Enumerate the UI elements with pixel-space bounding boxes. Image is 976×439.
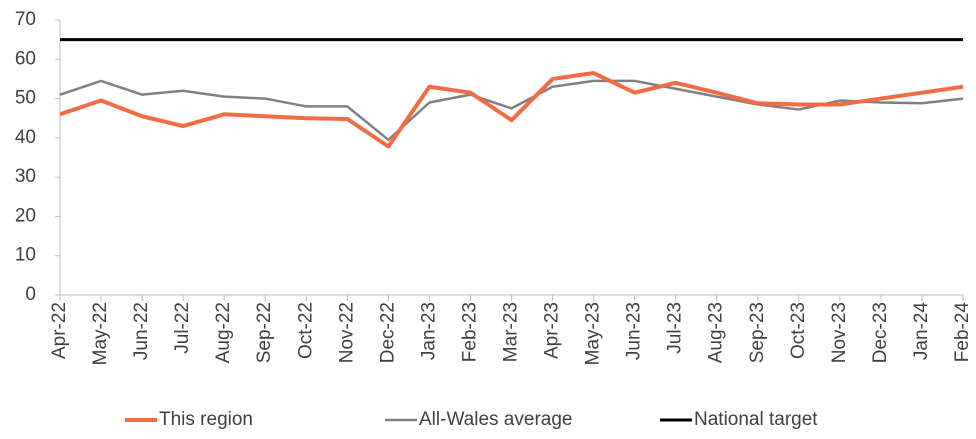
series-line	[59, 79, 964, 142]
x-tick-label: Feb-23	[459, 302, 480, 362]
x-tick-label: Apr-22	[49, 302, 70, 359]
x-tick-label: Jan-23	[418, 302, 439, 360]
y-tick-label: 0	[25, 284, 36, 305]
x-tick-label: Oct-22	[295, 302, 316, 359]
legend-label: All-Wales average	[419, 409, 572, 430]
x-tick-label: Sep-22	[254, 302, 275, 363]
y-tick-label: 60	[15, 48, 36, 69]
y-tick-label: 10	[15, 245, 36, 266]
x-tick-label: May-22	[90, 302, 111, 365]
legend-label: National target	[694, 409, 818, 430]
x-tick-label: Jul-23	[665, 302, 686, 354]
x-tick-label: Nov-23	[829, 302, 850, 363]
x-tick-label: Apr-23	[542, 302, 563, 359]
x-tick-label: Jul-22	[172, 302, 193, 354]
x-tick-label: Sep-23	[747, 302, 768, 363]
x-tick-label: Jun-22	[131, 302, 152, 360]
y-tick-label: 70	[15, 9, 36, 30]
x-tick-label: Aug-22	[213, 302, 234, 363]
y-tick-label: 30	[15, 166, 36, 187]
x-tick-label: Mar-23	[501, 302, 522, 362]
series-line	[59, 71, 964, 149]
x-tick-label: Nov-22	[336, 302, 357, 363]
x-tick-label: Dec-23	[870, 302, 891, 363]
x-tick-label: Jan-24	[911, 302, 932, 361]
legend-label: This region	[159, 409, 253, 430]
x-tick-label: Jun-23	[624, 302, 645, 360]
x-tick-label: Feb-24	[952, 302, 973, 363]
x-tick-label: May-23	[583, 302, 604, 365]
y-tick-label: 40	[15, 127, 36, 148]
y-tick-label: 50	[15, 88, 36, 109]
y-tick-label: 20	[15, 205, 36, 226]
x-tick-label: Aug-23	[706, 302, 727, 363]
x-tick-label: Oct-23	[788, 302, 809, 359]
x-tick-label: Dec-22	[377, 302, 398, 363]
